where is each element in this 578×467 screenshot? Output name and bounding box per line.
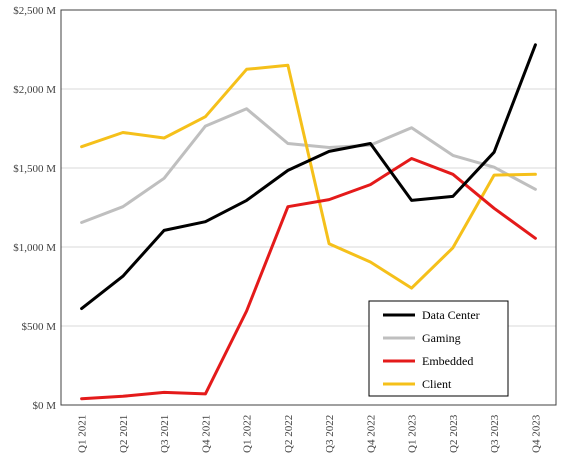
y-tick-label: $1,500 M <box>13 163 56 175</box>
legend-label-embedded: Embedded <box>422 354 473 368</box>
y-tick-label: $1,000 M <box>13 242 56 254</box>
x-tick-label: Q2 2021 <box>118 415 130 453</box>
series-line-data-center <box>80 43 537 311</box>
plot-area-frame <box>60 9 557 406</box>
x-tick-label: Q4 2022 <box>365 415 377 453</box>
legend-label-client: Client <box>422 377 452 391</box>
x-tick-label: Q3 2021 <box>159 415 171 453</box>
x-tick-label: Q4 2021 <box>200 415 212 453</box>
series-line-client <box>80 63 537 290</box>
x-axis-tick-labels: Q1 2021 Q2 2021 Q3 2021 Q4 2021 Q1 2022 Q2 20… <box>77 414 543 453</box>
x-tick-label: Q3 2023 <box>489 414 501 453</box>
series-lines <box>80 43 537 401</box>
x-tick-label: Q2 2023 <box>448 414 460 453</box>
x-tick-label: Q1 2022 <box>242 415 254 453</box>
x-tick-label: Q3 2022 <box>324 415 336 453</box>
legend-box <box>368 300 509 397</box>
legend-label-data-center: Data Center <box>422 308 480 322</box>
x-tick-label: Q1 2023 <box>407 414 419 453</box>
x-tick-label: Q4 2023 <box>530 414 542 453</box>
y-tick-label: $2,000 M <box>13 84 56 96</box>
legend: Data Center Gaming Embedded Client <box>368 300 509 397</box>
x-tick-label: Q1 2021 <box>77 415 89 453</box>
y-axis-tick-labels: $0 M $500 M $1,000 M $1,500 M $2,000 M $2,500… <box>13 5 56 412</box>
legend-label-gaming: Gaming <box>422 331 461 345</box>
y-tick-label: $0 M <box>32 400 56 412</box>
y-tick-label: $500 M <box>21 321 56 333</box>
series-line-embedded <box>80 157 537 401</box>
y-tick-label: $2,500 M <box>13 5 56 17</box>
x-tick-label: Q2 2022 <box>283 415 295 453</box>
series-line-gaming <box>80 107 537 224</box>
